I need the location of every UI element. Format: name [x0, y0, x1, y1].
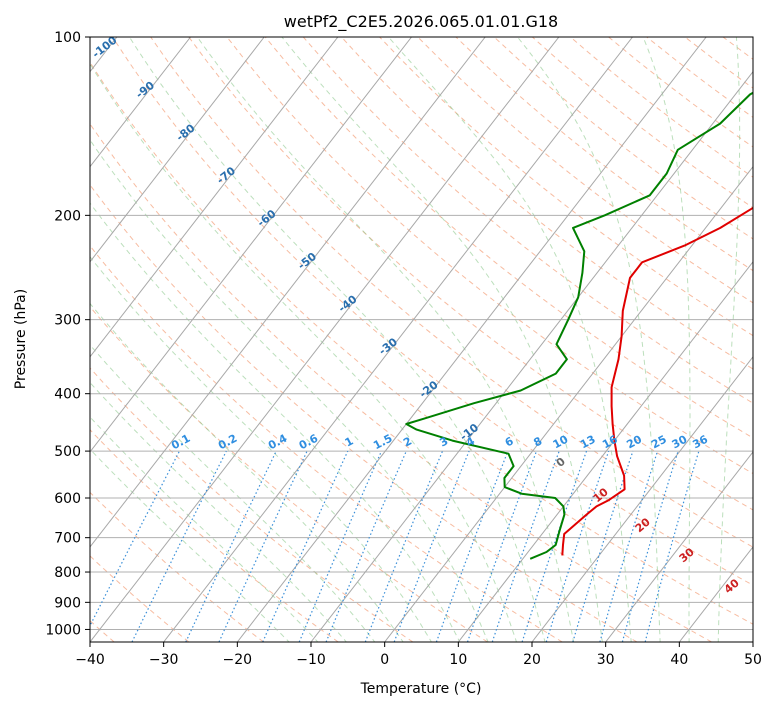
dry-adiabat-line: [90, 555, 190, 642]
dry-adiabat-line: [90, 428, 339, 642]
mixing-ratio-line: [572, 450, 634, 642]
x-axis-label: Temperature (°C): [360, 681, 482, 697]
mixing-ratio-line: [621, 450, 679, 642]
profile-series: [405, 91, 753, 560]
x-tick-label: 0: [380, 652, 389, 668]
mixing-ratio-line: [364, 450, 444, 642]
isotherm-line: [90, 37, 191, 168]
y-tick-label: 600: [54, 491, 81, 507]
mixing-ratio-line: [393, 450, 470, 642]
isotherm-line: [605, 451, 753, 642]
isotherm-line: [531, 356, 753, 642]
mixing-ratio-label: 13: [578, 433, 598, 452]
mixing-ratio-line: [262, 450, 349, 642]
moist-adiabat-line: [388, 37, 632, 642]
x-tick-label: 20: [523, 652, 541, 668]
y-tick-label: 900: [54, 595, 81, 611]
isotherm-line: [90, 37, 486, 548]
mixing-ratio-label: 25: [649, 433, 669, 452]
moist-adiabat-line: [90, 202, 461, 642]
x-tick-label: −30: [149, 652, 179, 668]
moist-adiabat-line: [90, 255, 432, 642]
dry-adiabat-line: [90, 184, 638, 642]
x-tick-label: 40: [670, 652, 688, 668]
y-tick-label: 200: [54, 208, 81, 224]
y-tick-label: 800: [54, 565, 81, 581]
dry-adiabat-line: [90, 61, 753, 625]
isotherm-gridlines: [90, 37, 753, 642]
y-axis-label: Pressure (hPa): [13, 289, 29, 389]
isotherm-line: [384, 165, 753, 642]
moist-adiabat-line: [90, 416, 319, 642]
mixing-ratio-lines: [90, 450, 700, 642]
mixing-ratio-line: [298, 450, 383, 642]
x-tick-label: 10: [449, 652, 467, 668]
x-tick-label: −40: [75, 652, 105, 668]
mixing-ratio-line: [435, 450, 509, 642]
moist-adiabat-line: [90, 139, 489, 642]
moist-adiabat-line: [90, 381, 347, 642]
moist-adiabat-line: [90, 344, 376, 642]
dry-adiabat-line: [188, 37, 753, 511]
dry-adiabat-line: [379, 37, 753, 337]
isotherm-line: [457, 260, 753, 642]
moist-adiabat-line: [517, 37, 661, 642]
dewpoint-profile-line: [405, 91, 753, 560]
moist-adiabat-line: [90, 62, 518, 642]
mixing-ratio-line: [325, 450, 407, 642]
mixing-ratio-label: 10: [551, 433, 571, 452]
dry-adiabat-line: [90, 245, 563, 642]
mixing-ratio-line: [599, 450, 659, 642]
x-tick-label: −10: [296, 652, 326, 668]
mixing-ratio-label: 30: [670, 433, 690, 452]
plot-area: -100-90-80-70-60-50-40-30-20-10 0.1 0.2 0.…: [90, 37, 753, 642]
dry-adiabat-line: [302, 37, 753, 404]
mixing-ratio-line: [466, 450, 538, 642]
plot-frame: [89, 36, 754, 643]
mixing-ratio-line: [545, 450, 610, 642]
dry-adiabat-line: [150, 37, 753, 548]
dry-adiabat-line: [226, 37, 753, 475]
y-axis: 100 200 300 400 500 600 700 800 900 1000: [45, 30, 90, 638]
y-tick-label: 700: [54, 531, 81, 547]
mixing-ratio-label: 16: [600, 433, 620, 452]
mixing-ratio-labels: 0.1 0.2 0.4 0.6 1 1.5 2 3 4 6 8 10 13 16 20 25 30 36: [169, 432, 710, 453]
moist-adiabat-line: [717, 37, 741, 642]
isotherm-line: [163, 37, 633, 642]
y-tick-label: 400: [54, 387, 81, 403]
mixing-ratio-line: [491, 450, 560, 642]
pressure-gridlines: [90, 37, 753, 630]
y-tick-label: 100: [54, 30, 81, 46]
chart-title: wetPf2_C2E5.2026.065.01.01.G18: [284, 12, 558, 32]
x-tick-label: −20: [223, 652, 253, 668]
mixing-ratio-line: [131, 450, 227, 642]
isotherm-line: [236, 37, 707, 642]
isotherm-line: [90, 37, 560, 642]
dry-adiabat-line: [90, 305, 488, 642]
mixing-ratio-label: 36: [690, 433, 710, 452]
isotherm-line: [90, 37, 265, 263]
y-tick-label: 500: [54, 444, 81, 460]
mixing-ratio-line: [644, 450, 700, 642]
moist-adiabat-line: [128, 37, 546, 642]
isotherm-line: [90, 37, 339, 358]
x-axis: −40 −30 −20 −10 0 10 20 30 40 50: [75, 642, 762, 668]
x-tick-label: 50: [744, 652, 762, 668]
temperature-profile-line: [561, 206, 753, 556]
x-tick-label: 30: [597, 652, 615, 668]
mixing-ratio-label: 20: [624, 433, 644, 452]
y-tick-label: 1000: [45, 622, 81, 638]
isotherm-line: [310, 70, 753, 642]
y-tick-label: 300: [54, 313, 81, 329]
isotherm-line: [90, 37, 412, 453]
mixing-ratio-line: [521, 450, 588, 642]
moist-adiabat-line: [642, 37, 691, 642]
